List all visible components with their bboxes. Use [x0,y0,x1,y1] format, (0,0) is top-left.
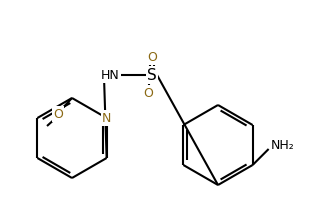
Text: S: S [147,67,157,82]
Text: NH₂: NH₂ [271,138,295,151]
Text: N: N [102,112,111,125]
Text: O: O [143,86,153,99]
Text: O: O [147,50,157,63]
Text: O: O [53,108,63,121]
Text: HN: HN [101,69,119,82]
